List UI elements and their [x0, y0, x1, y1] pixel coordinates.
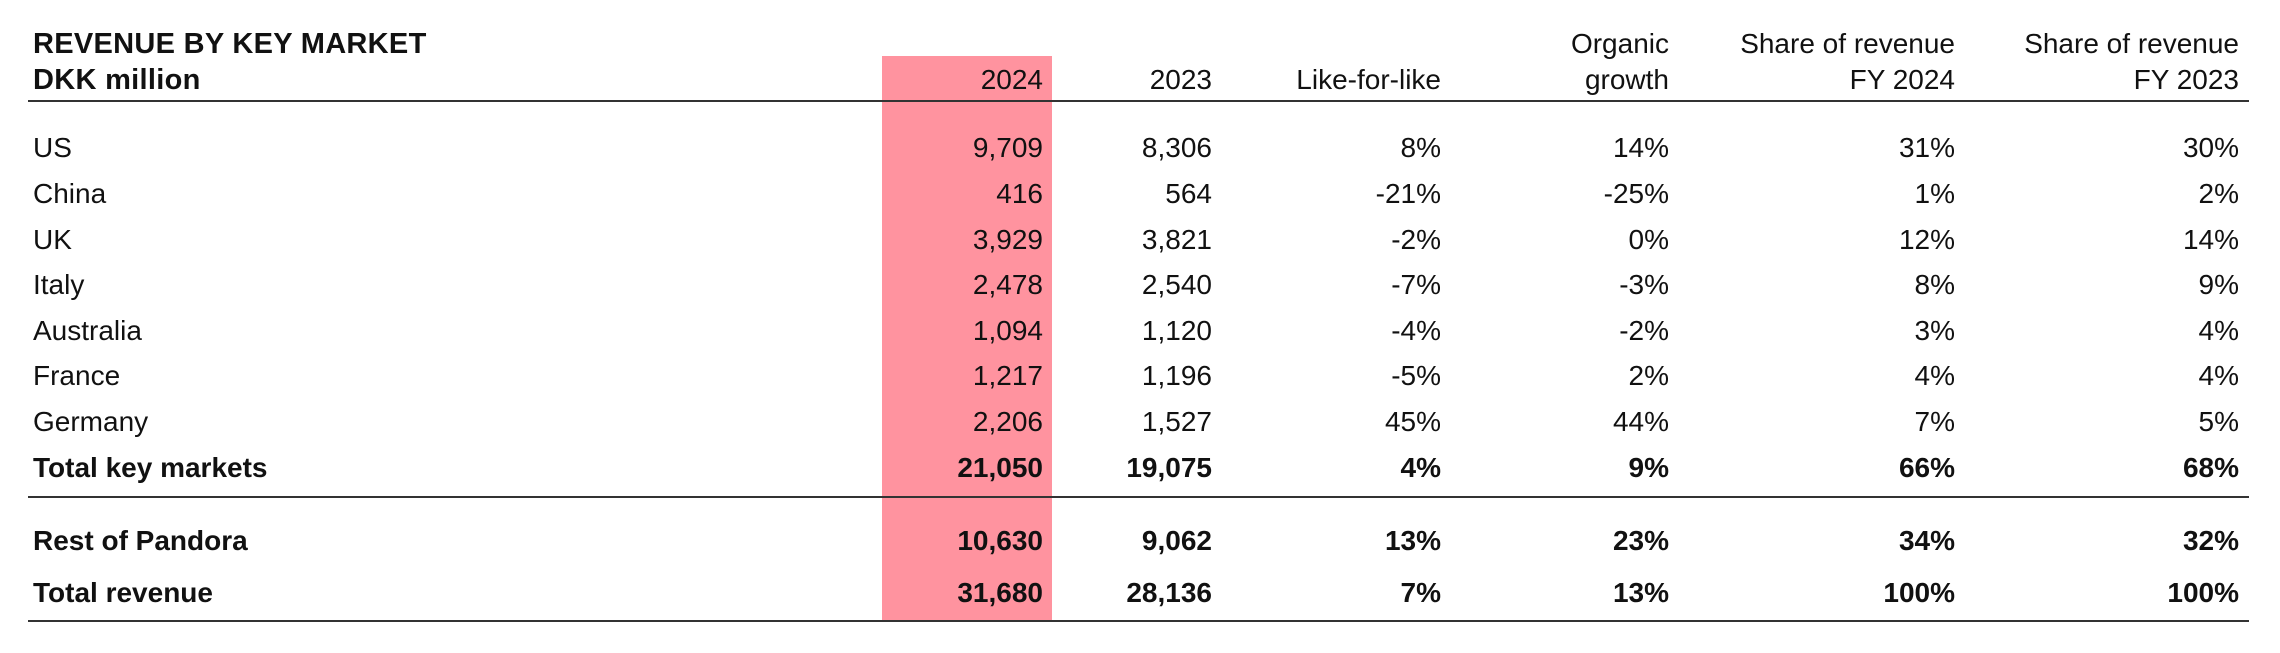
table-cell: 14% — [2182, 224, 2239, 255]
table-cell: 1,217 — [972, 360, 1043, 391]
table-cell: -2% — [1619, 315, 1669, 346]
column-header-5-line1: Share of revenue — [1740, 28, 1955, 59]
table-cell: 45% — [1384, 406, 1441, 437]
table-cell: 1,120 — [1141, 315, 1212, 346]
table-cell: -4% — [1391, 315, 1441, 346]
row-label: Australia — [33, 315, 142, 346]
highlight-column-2024 — [882, 56, 1052, 622]
table-cell: 3,929 — [972, 224, 1043, 255]
table-cell: 68% — [2182, 452, 2239, 483]
table-cell: 5% — [2198, 406, 2239, 437]
row-label: US — [33, 132, 72, 163]
table-cell: 4% — [1400, 452, 1441, 483]
table-cell: 8% — [1400, 132, 1441, 163]
table-cell: 9% — [1628, 452, 1669, 483]
column-header-4-line1: Organic — [1570, 28, 1669, 59]
table-cell: 7% — [1400, 577, 1441, 608]
row-label: Germany — [33, 406, 149, 437]
table-cell: 28,136 — [1126, 577, 1212, 608]
table-cell: 13% — [1612, 577, 1669, 608]
column-header-6-line1: Share of revenue — [2024, 28, 2239, 59]
table-cell: 564 — [1165, 178, 1212, 209]
table-cell: 2% — [2198, 178, 2239, 209]
row-label: France — [33, 360, 121, 391]
table-cell: 4% — [1914, 360, 1955, 391]
table-cell: 2,478 — [972, 269, 1043, 300]
table-cell: 2% — [1628, 360, 1669, 391]
table-cell: 9,062 — [1141, 525, 1212, 556]
table-cell: -21% — [1375, 178, 1441, 209]
table-cell: 9,709 — [972, 132, 1043, 163]
column-header-4-line2: growth — [1584, 64, 1669, 95]
table-cell: -7% — [1391, 269, 1441, 300]
table-cell: -25% — [1603, 178, 1669, 209]
table-cell: 100% — [1883, 577, 1955, 608]
bottom-rule — [28, 620, 2249, 622]
row-label: Rest of Pandora — [33, 525, 248, 556]
table-cell: 2,540 — [1141, 269, 1212, 300]
table-title: REVENUE BY KEY MARKET — [33, 28, 427, 60]
table-cell: 14% — [1612, 132, 1669, 163]
table-cell: 30% — [2182, 132, 2239, 163]
column-header-5-line2: FY 2024 — [1849, 64, 1955, 95]
table-cell: 4% — [2198, 360, 2239, 391]
table-cell: 100% — [2167, 577, 2239, 608]
table-cell: 19,075 — [1126, 452, 1212, 483]
row-label: UK — [33, 224, 72, 255]
table-cell: 32% — [2182, 525, 2239, 556]
table-cell: 21,050 — [957, 452, 1043, 483]
subtotal-rule — [28, 496, 2249, 498]
row-label: Total key markets — [33, 452, 268, 483]
table-cell: 44% — [1612, 406, 1669, 437]
table-cell: 13% — [1384, 525, 1441, 556]
table-cell: 416 — [996, 178, 1043, 209]
table-cell: 23% — [1612, 525, 1669, 556]
table-cell: 9% — [2198, 269, 2239, 300]
row-label: China — [33, 178, 107, 209]
table-cell: 3% — [1914, 315, 1955, 346]
table-cell: 8% — [1914, 269, 1955, 300]
table-cell: -2% — [1391, 224, 1441, 255]
table-cell: 1,527 — [1141, 406, 1212, 437]
column-header-6-line2: FY 2023 — [2133, 64, 2239, 95]
column-header-1-line2: 2024 — [980, 64, 1043, 95]
header-rule — [28, 100, 2249, 102]
table-cell: 1% — [1914, 178, 1955, 209]
table-cell: 0% — [1628, 224, 1669, 255]
row-label: Italy — [33, 269, 85, 300]
table-cell: 10,630 — [957, 525, 1043, 556]
table-cell: 4% — [2198, 315, 2239, 346]
table-cell: 31% — [1898, 132, 1955, 163]
table-cell: 66% — [1898, 452, 1955, 483]
table-cell: 7% — [1914, 406, 1955, 437]
table-cell: -5% — [1391, 360, 1441, 391]
table-cell: 1,094 — [972, 315, 1043, 346]
table-cell: 1,196 — [1141, 360, 1212, 391]
table-cell: 12% — [1898, 224, 1955, 255]
row-label: Total revenue — [33, 577, 213, 608]
column-header-2-line2: 2023 — [1149, 64, 1212, 95]
table-cell: 8,306 — [1141, 132, 1212, 163]
table-cell: 2,206 — [972, 406, 1043, 437]
table-unit: DKK million — [33, 64, 201, 96]
column-header-3-line2: Like-for-like — [1296, 64, 1441, 95]
table-cell: 34% — [1898, 525, 1955, 556]
table-cell: 3,821 — [1141, 224, 1212, 255]
table-cell: -3% — [1619, 269, 1669, 300]
table-cell: 31,680 — [957, 577, 1043, 608]
